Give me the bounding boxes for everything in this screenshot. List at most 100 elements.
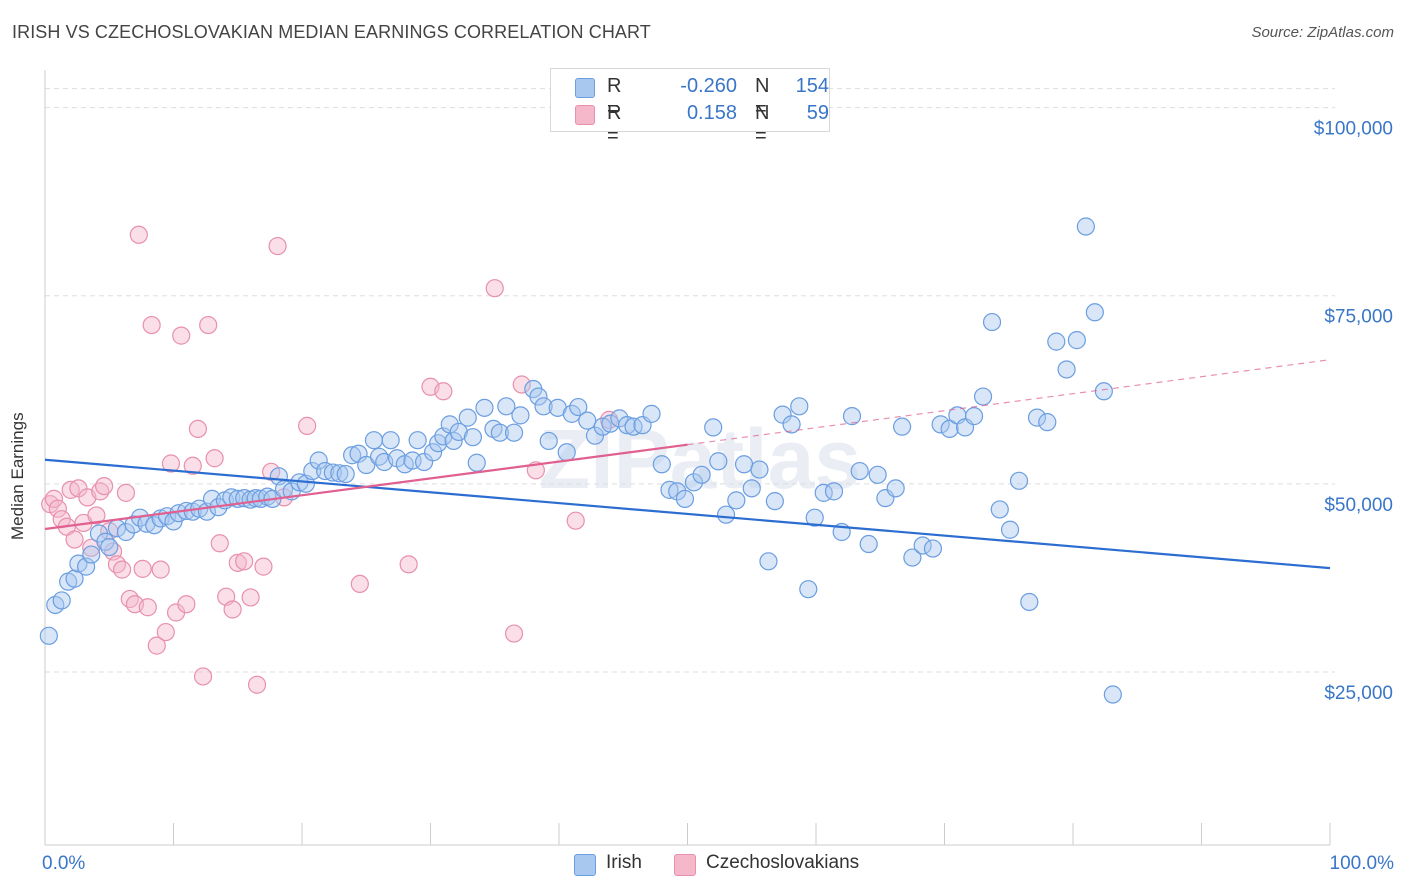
czech-point (172, 326, 191, 345)
czech-point (399, 555, 418, 574)
irish-legend-label: Irish (606, 852, 642, 873)
czech-point (193, 667, 213, 686)
czech-point (61, 480, 80, 499)
irish-point (100, 537, 119, 557)
czech-point (156, 622, 175, 642)
irish-points (39, 217, 1122, 704)
irish-point (39, 626, 58, 645)
irish-point (892, 417, 912, 436)
irish-legend-swatch (574, 854, 596, 876)
y-tick-label: $75,000 (1324, 307, 1393, 328)
irish-point (824, 482, 844, 501)
irish-point (1094, 382, 1113, 401)
czech-point (112, 560, 132, 579)
irish-point (1020, 592, 1039, 612)
czech-point (142, 315, 161, 335)
irish-point (668, 482, 687, 501)
czech-point (350, 574, 369, 594)
irish-point (444, 431, 463, 451)
irish-point (1067, 331, 1086, 350)
irish-point (529, 387, 548, 406)
x-tick-label: 100.0% (1330, 853, 1395, 874)
x-tick-label: 0.0% (42, 853, 85, 874)
irish-point (116, 522, 136, 542)
correlation-legend: R = -0.260 N = 154 R = 0.158 N = 59 (550, 68, 830, 147)
irish-point (569, 397, 588, 417)
irish-point (709, 452, 728, 471)
irish-point (497, 397, 516, 416)
y-tick-label: $50,000 (1324, 495, 1393, 516)
axes (44, 70, 1331, 846)
czech-point (177, 595, 196, 614)
irish-point (964, 407, 984, 426)
irish-point (539, 431, 558, 451)
czech-point (87, 506, 106, 525)
irish-point (759, 552, 778, 571)
irish-point (1038, 413, 1057, 432)
irish-point (982, 312, 1002, 332)
irish-point (557, 443, 576, 462)
irish-point (913, 536, 932, 555)
irish-point (562, 404, 581, 423)
irish-point (642, 404, 661, 423)
czech-point (434, 382, 453, 401)
irish-point (734, 455, 754, 474)
irish-point (303, 461, 322, 481)
irish-point (381, 431, 400, 450)
irish-point (692, 465, 711, 484)
irish-point (1076, 217, 1095, 236)
irish-point (65, 569, 84, 588)
irish-point (931, 415, 950, 434)
czech-point (151, 560, 170, 579)
czech-trend-line (44, 443, 688, 531)
irish-point (624, 417, 643, 436)
irish-point (467, 453, 486, 472)
irish-point (850, 461, 869, 481)
czech-swatch (575, 105, 595, 125)
legend-n-label: N = (755, 75, 770, 120)
irish-point (716, 505, 736, 524)
legend-n-label: N = (755, 102, 770, 147)
irish-point (82, 545, 101, 564)
czech-point (254, 557, 273, 576)
irish-point (490, 423, 509, 442)
czech-point (95, 476, 114, 496)
czech-point (48, 499, 67, 518)
irish-point (610, 409, 629, 428)
irish-point (504, 423, 524, 442)
irish-point (799, 580, 818, 599)
irish-point (423, 443, 443, 462)
tick-labels: $25,000 $50,000 $75,000 $100,000 0.0% 100.0% (42, 119, 1394, 874)
czech-point (210, 534, 229, 553)
czech-point (268, 236, 287, 256)
irish-point (704, 418, 723, 437)
irish-point (742, 479, 761, 498)
irish-point (750, 460, 769, 479)
irish-point (940, 419, 959, 439)
czech-point (566, 511, 585, 530)
irish-point (652, 455, 671, 474)
irish-point (1085, 303, 1104, 322)
czech-point (116, 483, 136, 502)
irish-point (124, 515, 143, 534)
czech-point (205, 449, 224, 468)
irish-point (675, 489, 695, 508)
legend-n-value: 154 (795, 75, 829, 97)
czech-point (504, 624, 524, 643)
irish-point (449, 422, 468, 442)
czech-point (65, 530, 84, 549)
irish-point (842, 407, 862, 426)
czech-point (161, 454, 181, 473)
irish-point (511, 406, 530, 425)
irish-point (1009, 471, 1029, 490)
irish-point (805, 508, 824, 527)
irish-point (364, 431, 384, 450)
czech-point (183, 456, 202, 475)
irish-point (1103, 685, 1122, 704)
irish-point (903, 548, 922, 567)
irish-trend-line (44, 458, 1331, 570)
irish-point (1027, 408, 1047, 427)
czech-point (247, 675, 267, 694)
irish-point (534, 397, 553, 416)
